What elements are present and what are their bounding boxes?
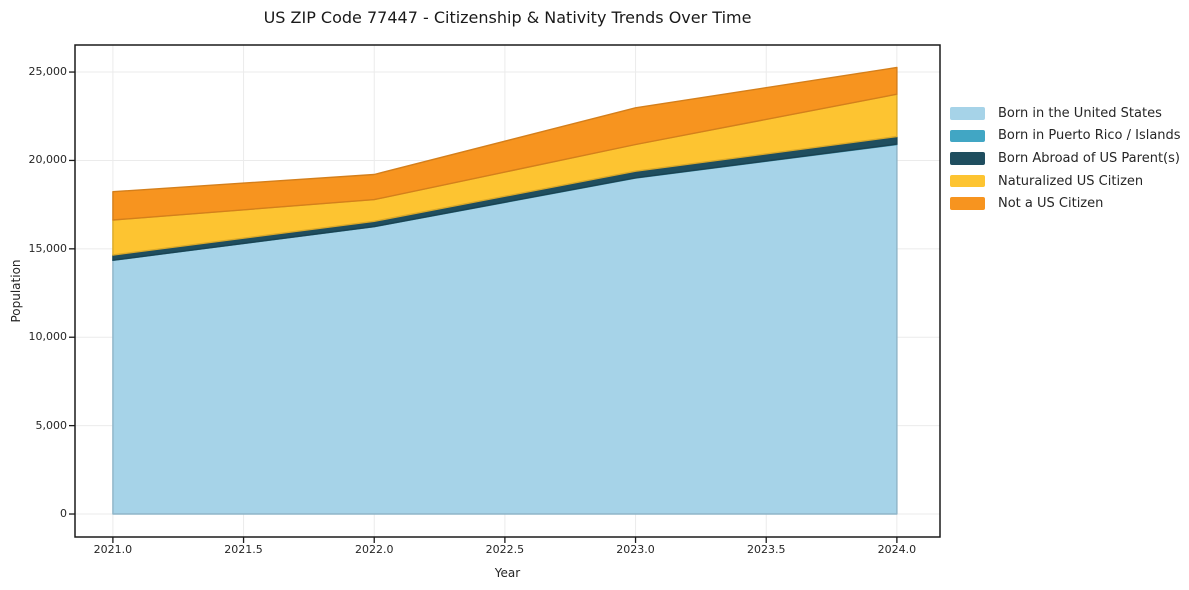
legend-item-born-abroad-of-us-parent-s: Born Abroad of US Parent(s): [950, 147, 1181, 170]
x-tick-label: 2022.0: [354, 543, 394, 556]
x-tick-label: 2022.5: [485, 543, 525, 556]
legend-swatch-born-abroad-of-us-parent-s: [950, 152, 985, 165]
chart-title: US ZIP Code 77447 - Citizenship & Nativi…: [263, 8, 752, 27]
y-tick-label: 5,000: [35, 418, 68, 432]
legend-item-not-a-us-citizen: Not a US Citizen: [950, 192, 1181, 215]
legend-label: Born in the United States: [998, 105, 1162, 121]
legend-swatch-born-in-the-united-states: [950, 107, 985, 120]
x-tick-label: 2023.0: [616, 543, 655, 556]
legend-swatch-not-a-us-citizen: [950, 197, 985, 210]
legend-swatch-naturalized-us-citizen: [950, 174, 985, 188]
legend-swatch-born-in-puerto-rico-islands: [950, 129, 985, 143]
legend-item-born-in-the-united-states: Born in the United States: [950, 102, 1181, 125]
legend-item-born-in-puerto-rico-islands: Born in Puerto Rico / Islands: [950, 125, 1181, 148]
x-tick-label: 2021.0: [93, 543, 133, 556]
y-tick-label: 15,000: [28, 241, 68, 255]
legend-label: Born in Puerto Rico / Islands: [998, 128, 1181, 144]
legend-item-naturalized-us-citizen: Naturalized US Citizen: [950, 170, 1181, 193]
y-tick-label: 20,000: [28, 153, 68, 167]
y-tick-label: 25,000: [28, 65, 68, 79]
area-not-a-us-citizen: [112, 66, 898, 221]
x-tick-label: 2021.5: [224, 543, 263, 556]
legend-label: Born Abroad of US Parent(s): [998, 150, 1180, 166]
x-axis-label: Year: [494, 566, 521, 580]
y-axis-label: Population: [9, 259, 23, 323]
x-tick-label: 2023.5: [746, 543, 786, 556]
plot-frame: [74, 44, 941, 538]
legend-label: Not a US Citizen: [998, 196, 1104, 212]
legend: Born in the United States Born in Puerto …: [950, 102, 1181, 215]
x-tick-label: 2024.0: [877, 543, 917, 556]
y-tick-label: 10,000: [28, 330, 68, 344]
y-tick-label: 0: [60, 507, 67, 521]
legend-label: Naturalized US Citizen: [998, 173, 1144, 189]
